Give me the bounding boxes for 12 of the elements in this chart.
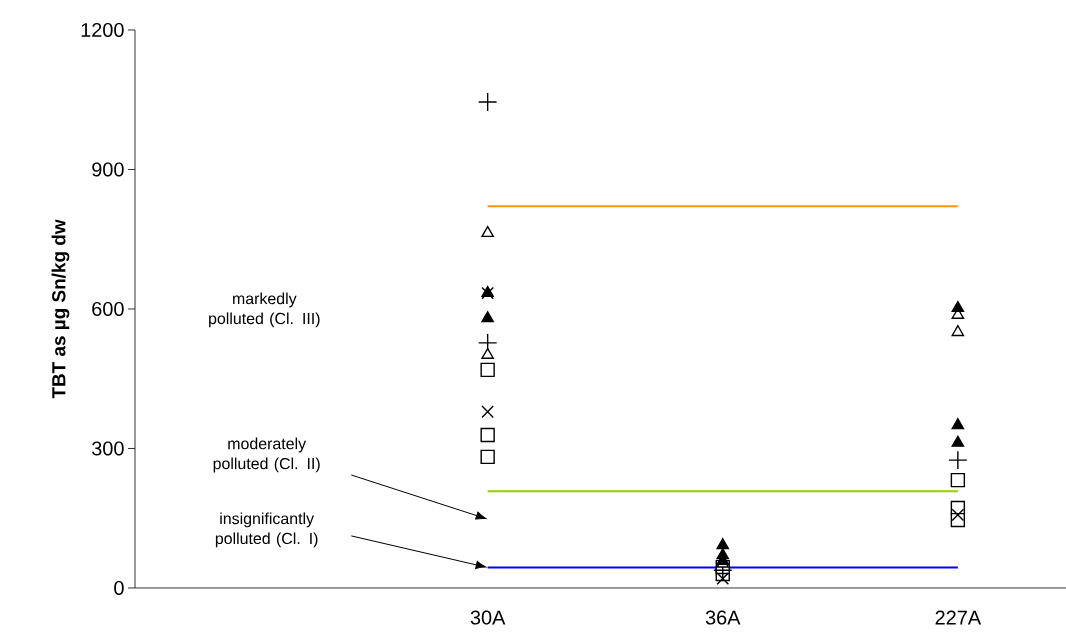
annotation: moderately polluted (Cl. II) [213,437,320,473]
annotation: insignificantly polluted (Cl. I) [215,512,318,548]
y-tick-label: 900 [92,162,124,177]
y-tick-label: 0 [114,580,124,596]
x-tick-label: 36A [705,610,741,625]
annotation: markedly polluted (Cl. III) [209,292,320,328]
x-tick-label: 227A [935,610,982,625]
y-tick-label: 600 [92,301,124,317]
y-axis-title: TBT as µg Sn/kg dw [51,219,70,399]
y-tick-label: 300 [92,441,124,456]
y-tick-label: 1200 [81,22,124,38]
x-tick-label: 30A [470,610,506,625]
